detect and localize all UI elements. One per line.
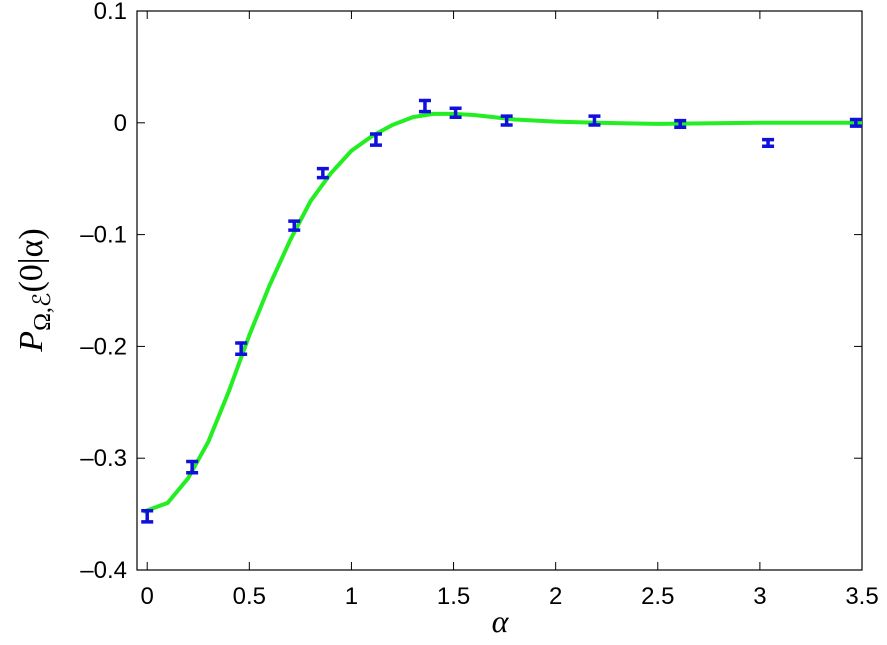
- y-tick-label: –0.2: [80, 333, 127, 360]
- error-bar: [674, 118, 687, 130]
- error-bar: [369, 132, 382, 147]
- y-tick-label: 0.1: [94, 0, 127, 25]
- x-tick-label: 3: [753, 583, 766, 610]
- y-axis-label: PΩ,ℰ(0|α): [13, 228, 56, 352]
- y-tick-label: –0.1: [80, 222, 127, 249]
- x-axis-label: α: [492, 603, 510, 639]
- y-tick-label: –0.3: [80, 445, 127, 472]
- fit-curve: [142, 111, 862, 514]
- error-bar: [141, 508, 154, 524]
- error-bar: [588, 114, 601, 127]
- error-bar: [500, 114, 513, 127]
- error-bar: [418, 98, 431, 114]
- error-bar: [235, 341, 248, 356]
- error-bar: [849, 117, 862, 128]
- x-tick-label: 2.5: [641, 583, 674, 610]
- x-tick-label: 0: [141, 583, 154, 610]
- y-label-main: P: [13, 331, 50, 353]
- error-bar: [288, 219, 301, 232]
- error-bar: [186, 459, 199, 475]
- plot-frame: [136, 10, 863, 571]
- x-tick-label: 3.5: [845, 583, 878, 610]
- y-label-rest: (0|α): [13, 228, 50, 292]
- error-bar: [449, 106, 462, 119]
- error-bar: [762, 137, 775, 149]
- x-tick-label: 1: [345, 583, 358, 610]
- error-bar: [316, 166, 329, 180]
- y-tick-label: 0: [114, 110, 127, 137]
- y-label-sub: Ω,ℰ: [30, 293, 56, 331]
- x-tick-label: 2: [549, 583, 562, 610]
- y-tick-label: –0.4: [80, 557, 127, 584]
- x-tick-label: 0.5: [233, 583, 266, 610]
- x-tick-label: 1.5: [437, 583, 470, 610]
